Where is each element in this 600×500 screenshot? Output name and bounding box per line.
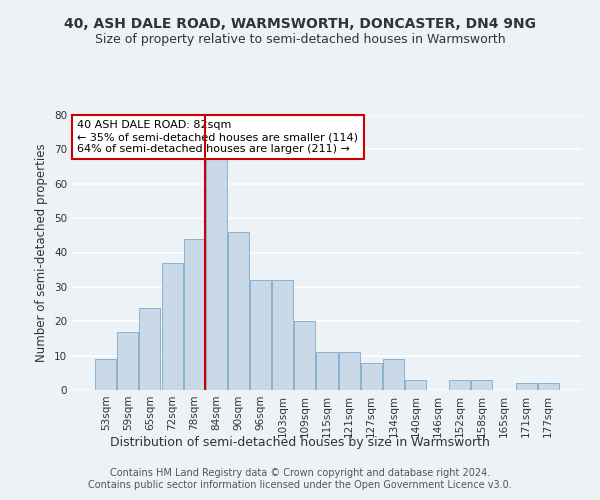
Text: Size of property relative to semi-detached houses in Warmsworth: Size of property relative to semi-detach…	[95, 32, 505, 46]
Bar	[139, 308, 160, 390]
Y-axis label: Number of semi-detached properties: Number of semi-detached properties	[35, 143, 49, 362]
Text: Distribution of semi-detached houses by size in Warmsworth: Distribution of semi-detached houses by …	[110, 436, 490, 449]
Text: Contains HM Land Registry data © Crown copyright and database right 2024.: Contains HM Land Registry data © Crown c…	[110, 468, 490, 477]
Bar	[383, 359, 404, 390]
Bar	[184, 239, 205, 390]
Bar	[515, 383, 536, 390]
Bar	[250, 280, 271, 390]
Bar	[118, 332, 139, 390]
Bar	[538, 383, 559, 390]
Bar	[228, 232, 249, 390]
Bar	[472, 380, 493, 390]
Text: Contains public sector information licensed under the Open Government Licence v3: Contains public sector information licen…	[88, 480, 512, 490]
Bar	[338, 352, 359, 390]
Bar	[295, 322, 316, 390]
Text: 40 ASH DALE ROAD: 82sqm
← 35% of semi-detached houses are smaller (114)
64% of s: 40 ASH DALE ROAD: 82sqm ← 35% of semi-de…	[77, 120, 358, 154]
Bar	[316, 352, 338, 390]
Bar	[449, 380, 470, 390]
Text: 40, ASH DALE ROAD, WARMSWORTH, DONCASTER, DN4 9NG: 40, ASH DALE ROAD, WARMSWORTH, DONCASTER…	[64, 18, 536, 32]
Bar	[161, 263, 182, 390]
Bar	[405, 380, 426, 390]
Bar	[206, 156, 227, 390]
Bar	[95, 359, 116, 390]
Bar	[272, 280, 293, 390]
Bar	[361, 362, 382, 390]
